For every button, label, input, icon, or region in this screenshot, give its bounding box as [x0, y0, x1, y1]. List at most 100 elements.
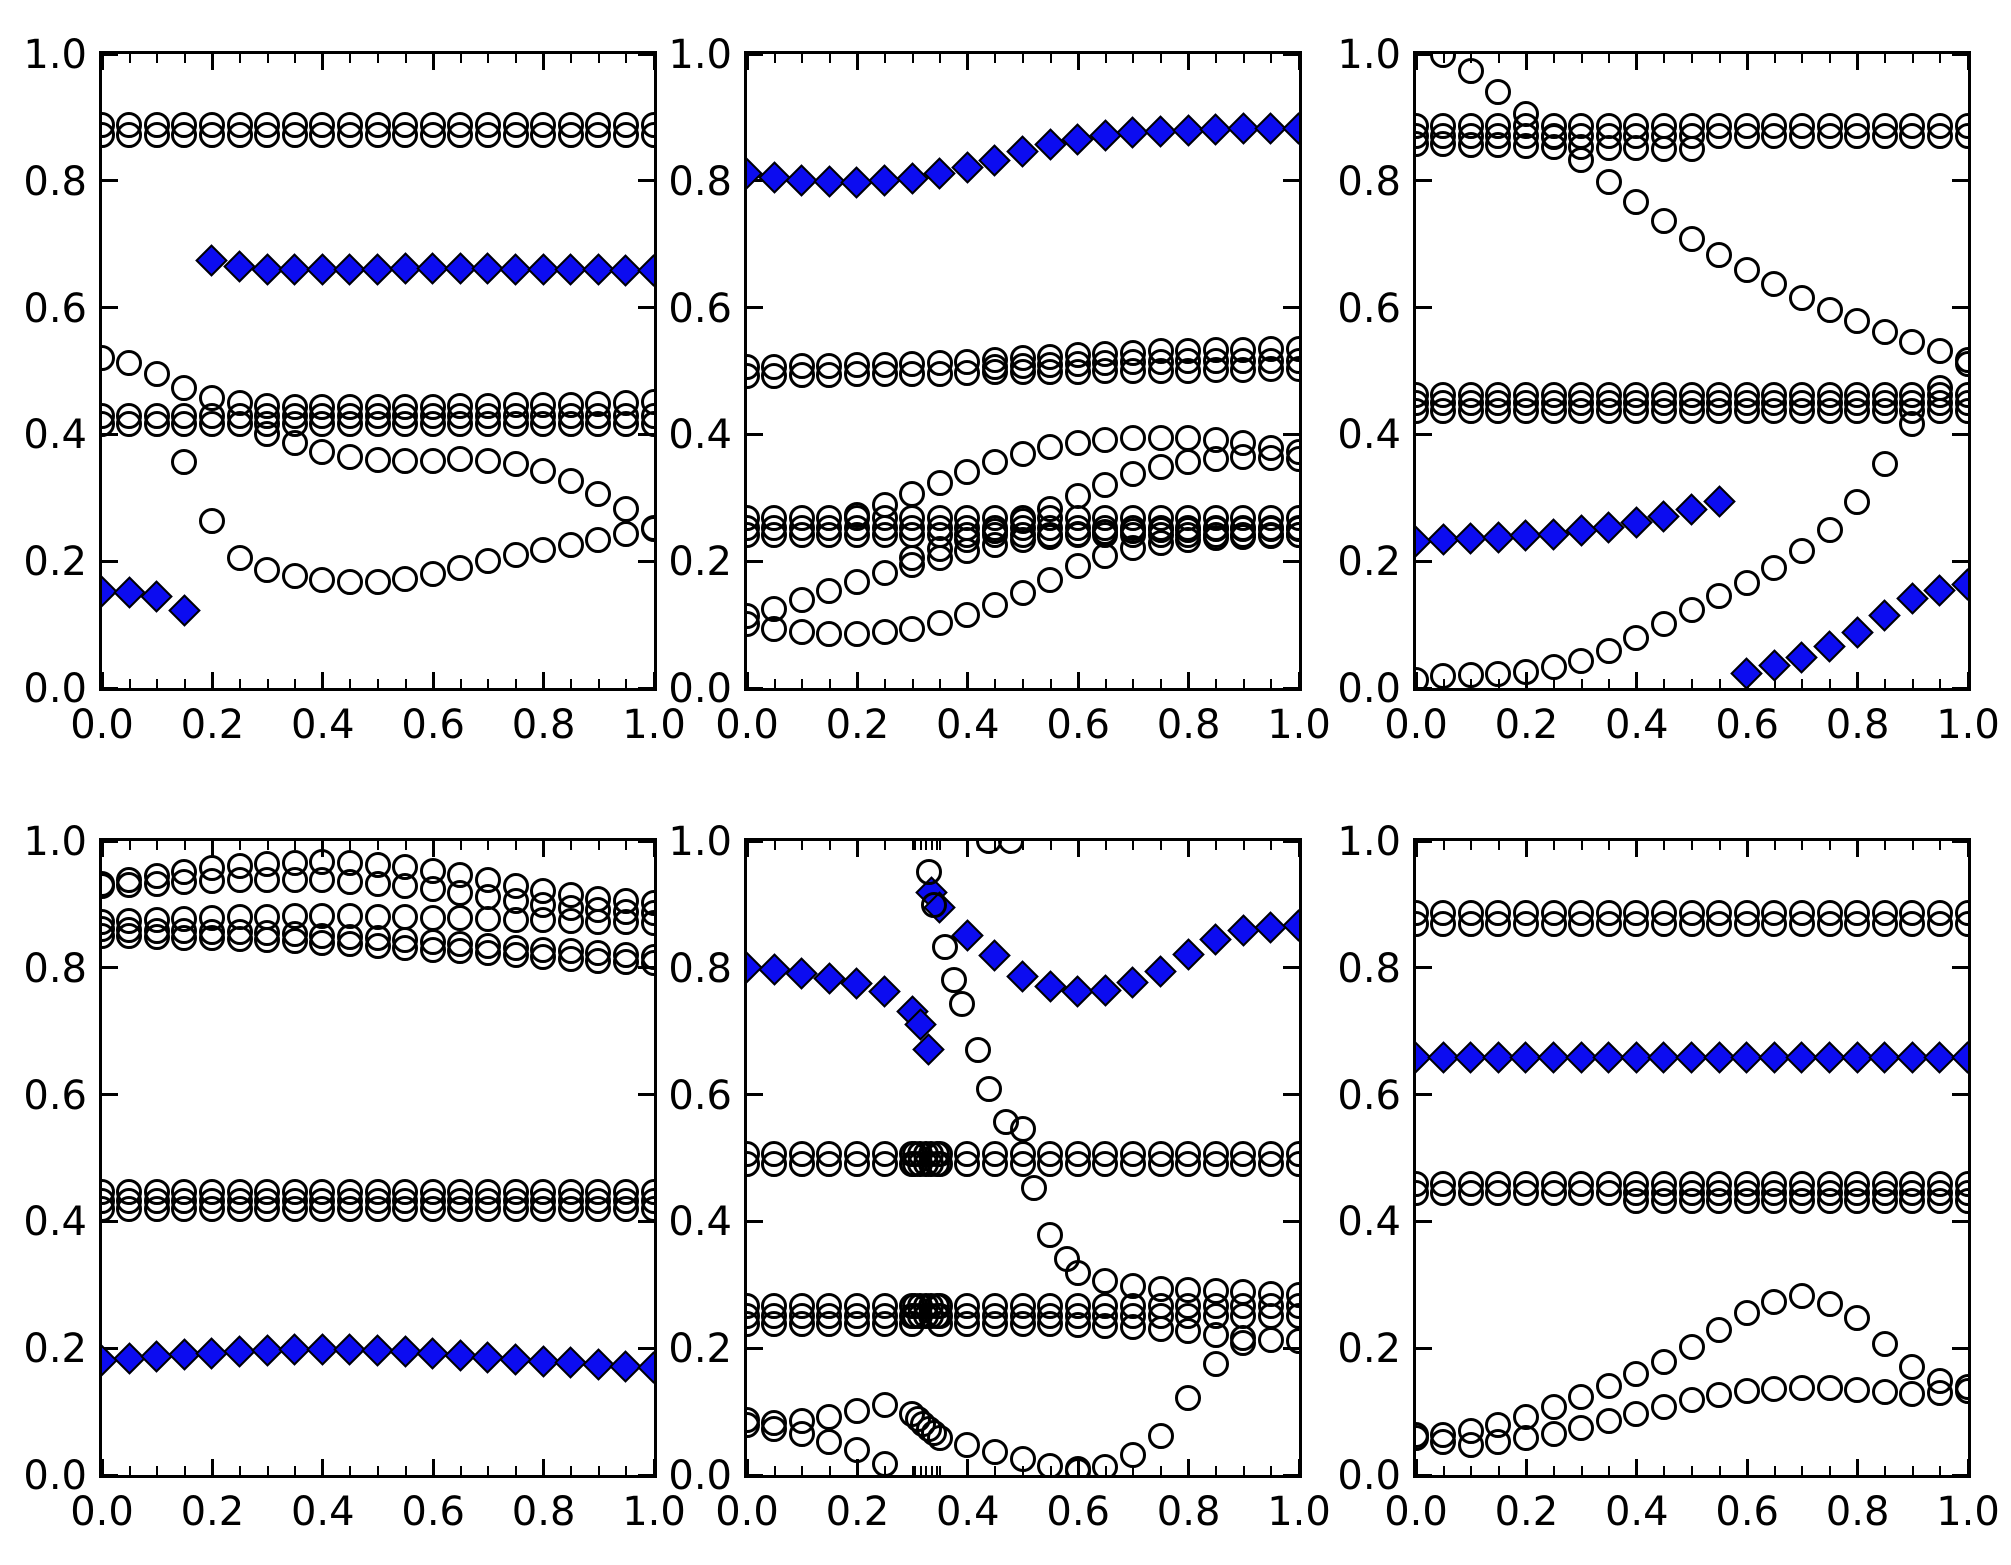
y-tick-label: 1.0	[23, 819, 87, 865]
x-tick-label: 0.4	[935, 702, 1000, 748]
circle-marker	[899, 615, 926, 642]
circle-marker	[1540, 398, 1567, 425]
circle-marker	[816, 1150, 843, 1177]
diamond-marker	[895, 162, 929, 195]
circle-marker	[1285, 446, 1299, 473]
x-minor-tick	[156, 1466, 159, 1475]
diamond-marker	[1089, 119, 1122, 153]
circle-marker	[1512, 1180, 1539, 1206]
x-minor-tick	[349, 679, 352, 688]
x-minor-tick	[1022, 54, 1024, 63]
circle-marker	[1416, 911, 1429, 938]
x-minor-tick	[1829, 54, 1831, 63]
x-major-tick	[1416, 841, 1418, 857]
circle-marker	[1257, 1150, 1284, 1177]
x-minor-tick	[156, 841, 159, 850]
x-major-tick	[321, 54, 325, 70]
circle-marker	[1119, 535, 1146, 562]
x-tick-label: 0.8	[1156, 1489, 1221, 1535]
x-minor-tick	[911, 1466, 914, 1475]
circle-marker	[474, 1195, 501, 1222]
circle-marker	[871, 619, 898, 646]
diamond-marker	[1951, 568, 1968, 602]
diamond-marker	[757, 953, 791, 987]
diamond-marker	[951, 151, 984, 184]
diamond-marker	[1896, 582, 1929, 615]
x-minor-tick	[1718, 679, 1721, 688]
circle-marker	[447, 880, 474, 907]
x-minor-tick	[1442, 1466, 1445, 1475]
circle-marker	[1650, 135, 1677, 162]
x-minor-tick	[1884, 841, 1887, 850]
diamond-marker	[637, 254, 654, 287]
x-major-tick	[321, 672, 325, 688]
circle-marker	[1844, 398, 1871, 425]
x-minor-tick	[570, 841, 573, 850]
diamond-marker	[1006, 135, 1039, 169]
circle-marker	[474, 447, 501, 474]
circle-marker	[1257, 444, 1284, 471]
circle-marker	[1092, 349, 1119, 376]
diamond-marker	[1227, 914, 1260, 947]
y-major-tick	[102, 179, 118, 183]
y-tick-label: 0.4	[668, 1199, 732, 1246]
circle-marker	[585, 908, 612, 935]
x-major-tick	[1635, 54, 1639, 70]
circle-marker	[281, 430, 308, 457]
x-minor-tick	[919, 1466, 922, 1475]
x-minor-tick	[1801, 54, 1804, 63]
circle-marker	[1257, 347, 1284, 374]
x-tick-label: 1.0	[1936, 1489, 2000, 1535]
x-major-tick	[1966, 1459, 1968, 1475]
x-minor-tick	[266, 679, 269, 688]
circle-marker	[1899, 911, 1926, 938]
y-major-tick	[102, 1093, 118, 1097]
x-major-tick	[1635, 672, 1639, 688]
x-tick-label: 0.8	[511, 702, 576, 748]
x-minor-tick	[930, 841, 933, 850]
y-tick-label: 0.8	[23, 158, 87, 205]
circle-marker	[281, 866, 308, 893]
circle-marker	[1485, 1180, 1512, 1206]
circle-marker	[502, 942, 529, 969]
x-tick-label: 0.4	[290, 702, 355, 748]
circle-marker	[1623, 1187, 1650, 1214]
x-minor-tick	[925, 841, 928, 850]
circle-marker	[1623, 188, 1650, 215]
circle-marker	[1064, 1259, 1091, 1286]
y-major-tick	[1283, 179, 1299, 183]
x-minor-tick	[1691, 54, 1693, 63]
x-minor-tick	[936, 841, 939, 850]
circle-marker	[1512, 1425, 1539, 1452]
x-minor-tick	[1580, 679, 1583, 688]
circle-marker	[1926, 911, 1953, 938]
circle-marker	[1761, 555, 1788, 582]
y-major-tick	[102, 54, 118, 56]
x-major-tick	[431, 841, 435, 857]
y-major-tick	[102, 686, 118, 688]
x-major-tick	[747, 54, 749, 70]
x-minor-tick	[597, 679, 600, 688]
circle-marker	[419, 904, 446, 931]
x-tick-label: 0.4	[1604, 1489, 1669, 1535]
circle-marker	[447, 905, 474, 932]
circle-marker	[1457, 1431, 1484, 1458]
x-minor-tick	[625, 54, 628, 63]
circle-marker	[309, 438, 336, 465]
circle-marker	[1485, 911, 1512, 938]
y-major-tick	[747, 306, 763, 310]
circle-marker	[419, 447, 446, 474]
circle-marker	[502, 411, 529, 438]
x-minor-tick	[459, 54, 462, 63]
circle-marker	[899, 1310, 926, 1337]
circle-marker	[1540, 133, 1567, 160]
circle-marker	[1512, 658, 1539, 685]
circle-marker	[364, 568, 391, 595]
circle-marker	[198, 925, 225, 952]
circle-marker	[1175, 448, 1202, 475]
circle-marker	[226, 925, 253, 952]
circle-marker	[309, 566, 336, 593]
circle-marker	[1623, 134, 1650, 161]
x-minor-tick	[1663, 679, 1666, 688]
circle-marker	[336, 444, 363, 471]
